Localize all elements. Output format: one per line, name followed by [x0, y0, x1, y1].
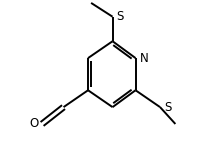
Text: S: S	[164, 101, 171, 114]
Text: O: O	[29, 117, 38, 130]
Text: N: N	[140, 52, 149, 65]
Text: S: S	[116, 10, 124, 23]
